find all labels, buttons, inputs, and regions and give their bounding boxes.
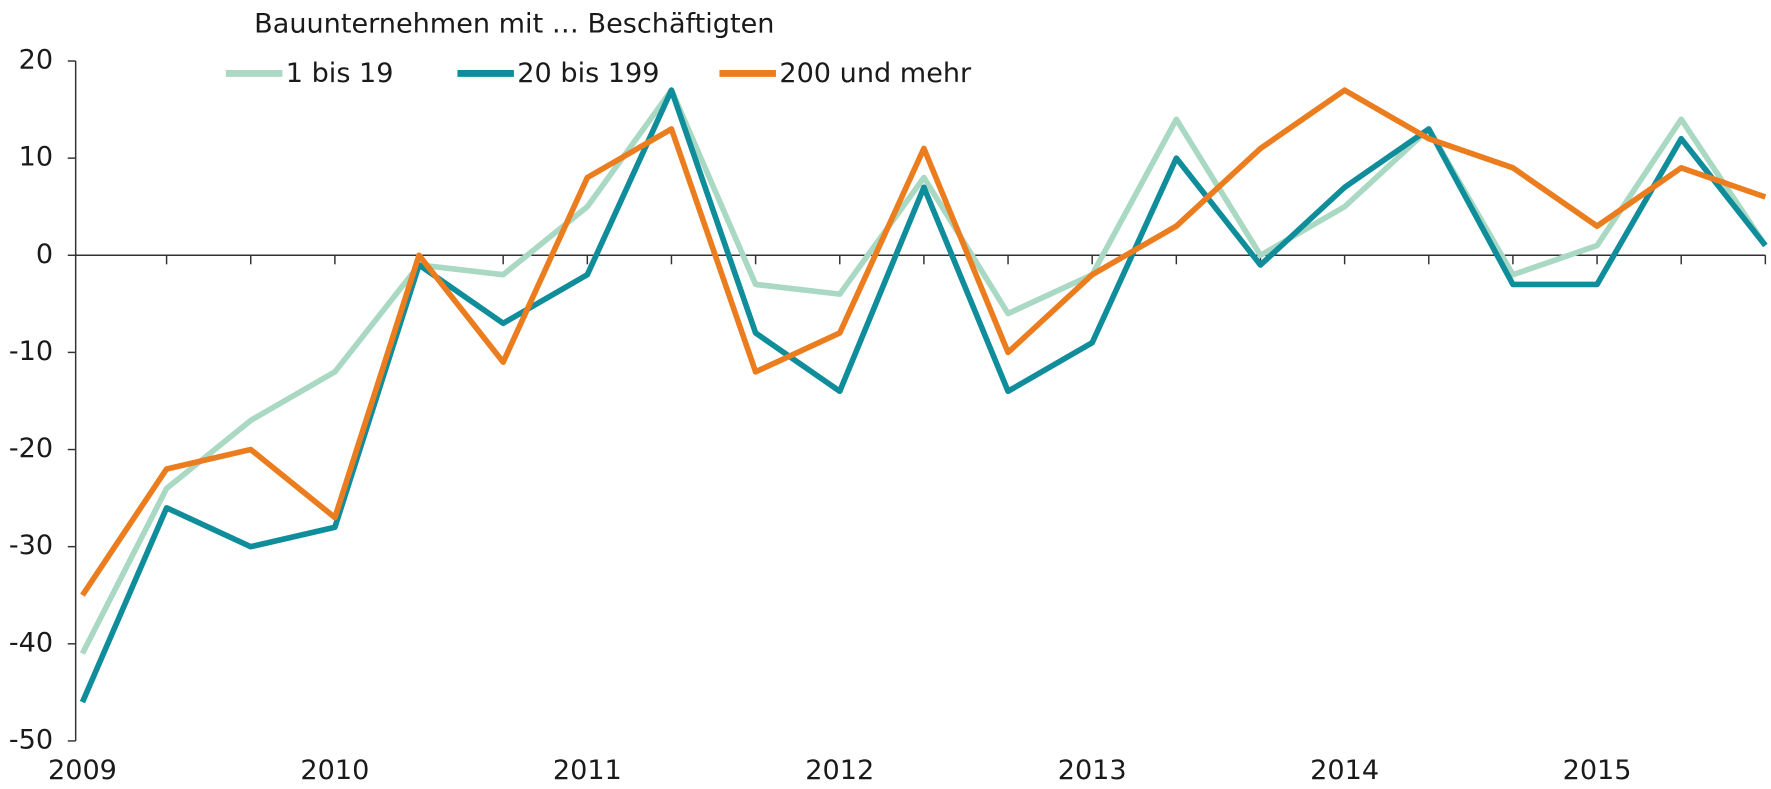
y-tick-label: -50 [9, 724, 53, 755]
legend-label: 20 bis 199 [517, 58, 659, 89]
y-tick-label: -30 [9, 530, 53, 561]
series-line [80, 87, 1767, 597]
x-tick-label: 2010 [300, 755, 369, 785]
x-tick-label: 2014 [1310, 755, 1379, 785]
series-line [79, 87, 1768, 655]
y-tick-label: 0 [36, 239, 53, 270]
x-tick-label: 2013 [1058, 755, 1127, 785]
x-tick-label: 2015 [1563, 755, 1632, 785]
y-tick-label: 10 [19, 142, 53, 173]
x-tick-label: 2009 [48, 755, 117, 785]
y-tick-label: -10 [9, 336, 53, 367]
x-tick-label: 2012 [805, 755, 874, 785]
y-tick-label: -20 [9, 433, 53, 464]
x-tick-label: 2011 [553, 755, 622, 785]
legend-title: Bauunternehmen mit … Beschäftigten [254, 8, 774, 39]
y-tick-label: -40 [9, 627, 53, 658]
legend-label: 200 und mehr [779, 58, 972, 89]
legend-label: 1 bis 19 [286, 58, 394, 89]
series-line [79, 87, 1768, 704]
y-tick-label: 20 [19, 45, 53, 76]
